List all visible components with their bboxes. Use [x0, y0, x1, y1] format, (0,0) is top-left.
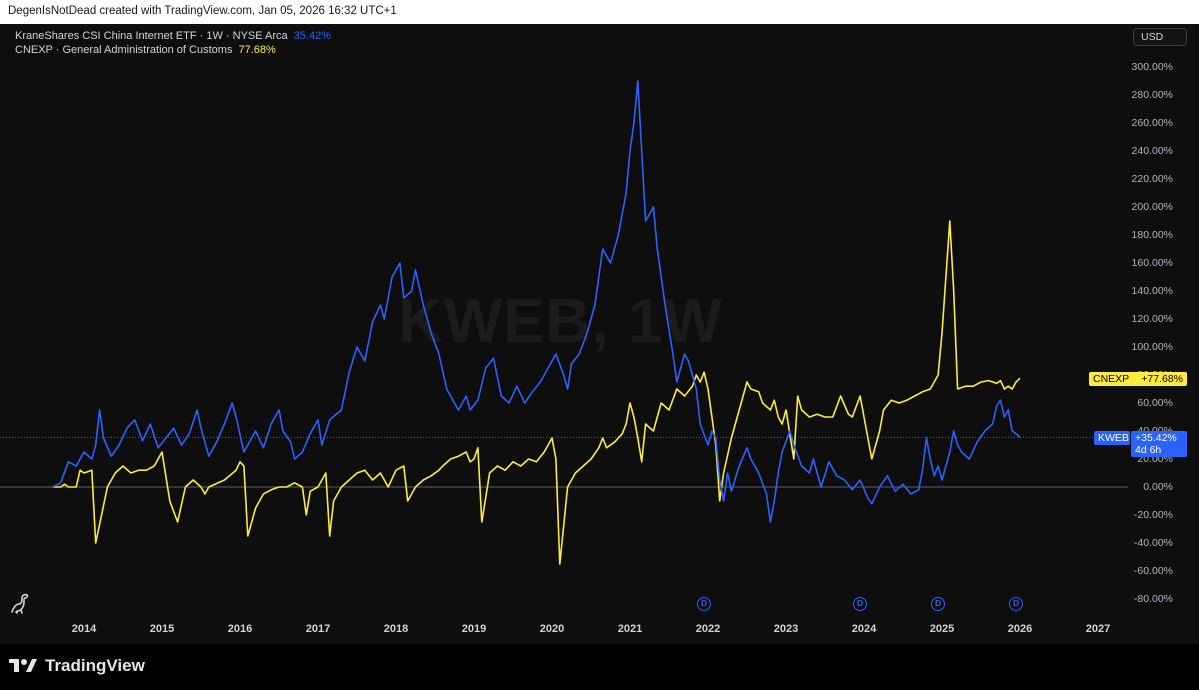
kweb-tag-value: +35.42% — [1135, 432, 1177, 444]
kweb-price-tag: +35.42% 4d 6h — [1131, 431, 1187, 457]
y-tick-label: 220.00% — [1131, 173, 1173, 185]
dividend-marker[interactable]: D — [697, 597, 712, 611]
x-tick-label: 2014 — [71, 623, 97, 635]
tradingview-wordmark: TradingView — [45, 656, 145, 675]
y-tick-label: 200.00% — [1131, 201, 1173, 213]
x-tick-label: 2024 — [851, 623, 877, 635]
x-tick-label: 2016 — [227, 623, 253, 635]
cnexp-tag-value: +77.68% — [1141, 373, 1183, 385]
cnexp-price-tag: CNEXP +77.68% — [1089, 372, 1187, 386]
cnexp-tag-name: CNEXP — [1093, 373, 1130, 385]
y-tick-label: 280.00% — [1131, 89, 1173, 101]
x-tick-label: 2023 — [773, 623, 799, 635]
x-tick-label: 2018 — [383, 623, 409, 635]
y-tick-label: 300.00% — [1131, 61, 1173, 73]
x-tick-label: 2021 — [617, 623, 643, 635]
legend-kweb-value: 35.42% — [293, 30, 331, 42]
y-tick-label: 100.00% — [1131, 341, 1173, 353]
dividend-marker[interactable]: D — [1009, 597, 1024, 611]
legend-kweb-label: KraneShares CSI China Internet ETF · 1W … — [15, 30, 288, 42]
kweb-symbol-tag: KWEB — [1094, 431, 1130, 445]
chart-panel[interactable] — [0, 24, 1199, 644]
series-line-kweb[interactable] — [52, 80, 1021, 523]
tradingview-logo-icon — [9, 659, 37, 672]
y-tick-label: -40.00% — [1133, 537, 1173, 549]
y-tick-label: 240.00% — [1131, 145, 1173, 157]
attribution-bar: DegenIsNotDead created with TradingView.… — [0, 0, 1199, 24]
legend-cnexp-label: CNEXP · General Administration of Custom… — [15, 44, 233, 56]
bar-countdown: 4d 6h — [1135, 444, 1162, 456]
y-tick-label: 0.00% — [1143, 481, 1173, 493]
legend-cnexp-value: 77.68% — [238, 44, 276, 56]
y-tick-label: 160.00% — [1131, 257, 1173, 269]
x-tick-label: 2026 — [1007, 623, 1033, 635]
x-tick-label: 2022 — [695, 623, 721, 635]
y-tick-label: 140.00% — [1131, 285, 1173, 297]
kweb-tag-name: KWEB — [1098, 432, 1129, 444]
legend-cnexp[interactable]: CNEXP · General Administration of Custom… — [15, 44, 276, 56]
x-tick-label: 2025 — [929, 623, 955, 635]
y-tick-label: 180.00% — [1131, 229, 1173, 241]
currency-button[interactable]: USD — [1133, 28, 1187, 46]
x-tick-label: 2017 — [305, 623, 331, 635]
x-tick-label: 2027 — [1085, 623, 1111, 635]
y-tick-label: 260.00% — [1131, 117, 1173, 129]
y-tick-label: 60.00% — [1137, 397, 1173, 409]
y-tick-label: -60.00% — [1133, 565, 1173, 577]
dividend-marker[interactable]: D — [931, 597, 946, 611]
dividend-marker[interactable]: D — [853, 597, 868, 611]
x-tick-label: 2015 — [149, 623, 175, 635]
y-tick-label: 120.00% — [1131, 313, 1173, 325]
x-tick-label: 2019 — [461, 623, 487, 635]
legend-kweb[interactable]: KraneShares CSI China Internet ETF · 1W … — [15, 30, 331, 42]
y-tick-label: -20.00% — [1133, 509, 1173, 521]
x-tick-label: 2020 — [539, 623, 565, 635]
series-line-cnexp[interactable] — [52, 220, 1021, 565]
attribution-text: DegenIsNotDead created with TradingView.… — [8, 5, 397, 17]
y-tick-label: -80.00% — [1133, 593, 1173, 605]
